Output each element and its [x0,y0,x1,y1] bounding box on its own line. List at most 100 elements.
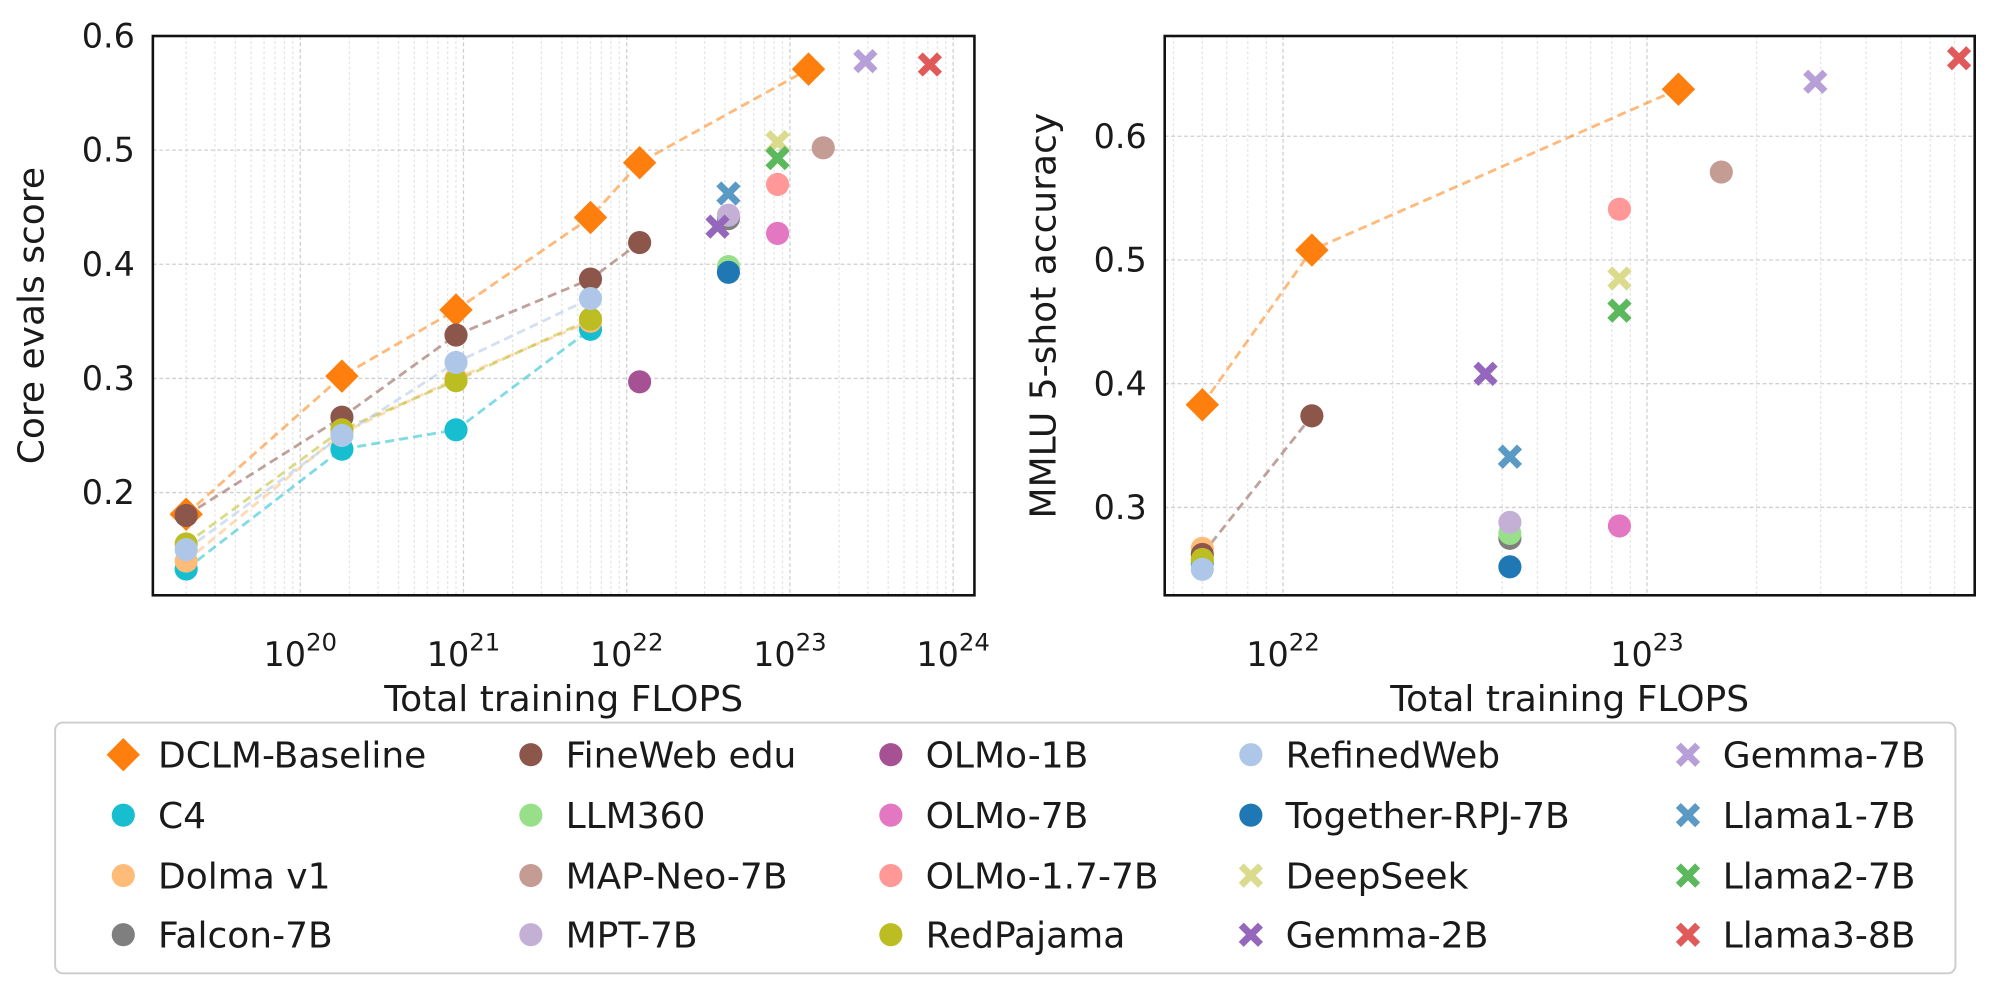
series-points: MAP-Neo-7B [811,136,835,160]
tick-label: 0.5 [1094,241,1147,280]
x-marker [765,145,790,171]
series-points: Together-RPJ-7B [716,260,741,284]
x-marker [1946,46,1972,71]
legend-marker [519,864,543,888]
legend-label: MAP-Neo-7B [566,856,788,897]
plot-frame [151,34,976,597]
tick-label: 1024 [916,628,990,674]
tick-label: 0.6 [1094,117,1147,156]
tick-label: 0.5 [82,131,135,170]
circle-marker [174,538,198,562]
tick-label: 0.3 [1094,488,1147,527]
series-line [185,317,592,546]
tick-label: 1023 [753,628,827,674]
circle-marker [444,350,468,375]
diamond-marker [1661,72,1696,106]
legend-marker [519,743,543,767]
legend-label: RedPajama [926,916,1126,957]
tick-label: 1022 [1246,628,1320,674]
legend-label: LLM360 [566,796,706,837]
circle-marker [766,221,790,246]
series-points: DeepSeek [1607,266,1632,291]
x-marker [1803,69,1828,94]
tick-label: 0.6 [82,17,135,56]
series-points: Llama3-8B [917,52,943,77]
legend-label: DeepSeek [1286,856,1469,897]
tick-label: 1020 [263,628,337,674]
series-line [185,67,810,516]
legend-marker [1675,802,1701,828]
series-points: MPT-7B [1498,510,1522,534]
legend-label: Gemma-7B [1723,736,1926,777]
legend-marker [1239,743,1263,767]
diamond-marker [1295,233,1329,267]
x-marker [1607,266,1632,291]
x-marker [1607,298,1632,323]
circle-marker [811,136,835,160]
series-points: OLMo-1B [628,370,652,394]
legend-marker [879,923,903,947]
legend-marker [106,738,140,772]
series-points: Gemma-2B [1473,361,1498,386]
series-line [1201,87,1680,406]
legend-label: Gemma-2B [1286,916,1489,957]
circle-marker [1709,160,1733,184]
circle-marker [1190,557,1214,581]
legend-label: OLMo-1B [926,736,1089,777]
circle-marker [628,370,652,394]
legend-label: C4 [158,796,206,837]
legend-label: Llama2-7B [1723,856,1916,897]
series-points: DCLM-Baseline [169,52,826,531]
legend-marker [879,803,903,827]
legend-label: Together-RPJ-7B [1285,796,1570,837]
tick-label: 0.2 [82,473,135,512]
diamond-marker [439,293,473,327]
series-points: RefinedWeb [174,286,603,562]
legend-label: Dolma v1 [158,856,331,897]
circle-marker [628,231,652,255]
circle-marker [1498,510,1522,534]
circle-marker [174,503,198,527]
series-points: Gemma-2B [705,214,730,239]
legend-marker [1675,742,1701,767]
x-marker [1497,444,1523,469]
circle-marker [1498,555,1522,579]
x-marker [705,214,730,239]
circle-marker [1607,514,1632,538]
series-points: Llama2-7B [1607,298,1632,323]
series-points: DCLM-Baseline [1185,72,1696,422]
legend-label: DCLM-Baseline [158,736,426,777]
legend-marker [519,803,543,827]
x-axis-label: Total training FLOPS [383,679,743,720]
circle-marker [716,260,741,284]
tick-label: 1023 [1610,628,1684,674]
series-points: Gemma-7B [1803,69,1828,94]
series-points: OLMo-7B [1607,514,1632,538]
diamond-marker [791,52,826,86]
y-axis-label: Core evals score [12,167,53,464]
x-marker [716,181,741,206]
series-points: Gemma-7B [853,48,878,74]
diamond-marker [325,359,359,393]
legend-marker [879,743,903,767]
y-axis-label: MMLU 5-shot accuracy [1023,113,1064,519]
circle-marker [1300,404,1324,428]
series-points: OLMo-1.7-7B [1607,197,1632,221]
legend-marker [1238,863,1264,888]
circle-marker [1607,197,1632,221]
series-points: RefinedWeb [1190,557,1214,581]
series-points: Llama1-7B [716,181,741,206]
diamond-marker [573,200,608,235]
legend-marker [1238,922,1264,947]
tick-label: 1022 [590,628,664,674]
tick-label: 1021 [427,628,501,674]
legend-marker [111,923,135,947]
circle-marker [444,369,468,393]
circle-marker [578,267,603,291]
series-points: Together-RPJ-7B [1498,555,1522,579]
circle-marker [578,307,603,331]
series-line [1201,414,1313,556]
circle-marker [578,286,603,311]
legend-marker [1675,863,1701,888]
